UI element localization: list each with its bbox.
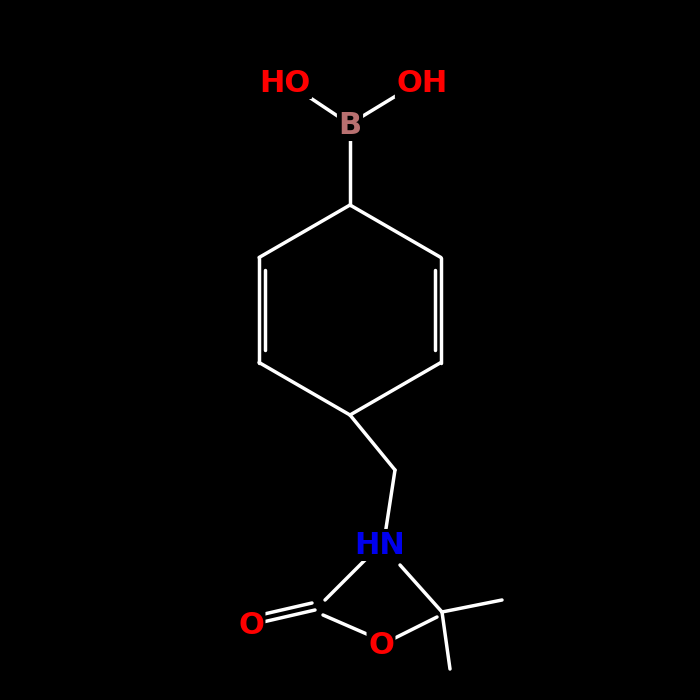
Text: OH: OH	[396, 69, 447, 97]
Text: O: O	[368, 631, 394, 661]
Text: HN: HN	[355, 531, 405, 559]
Text: HO: HO	[260, 69, 311, 97]
Text: B: B	[338, 111, 362, 139]
Text: O: O	[238, 612, 264, 640]
